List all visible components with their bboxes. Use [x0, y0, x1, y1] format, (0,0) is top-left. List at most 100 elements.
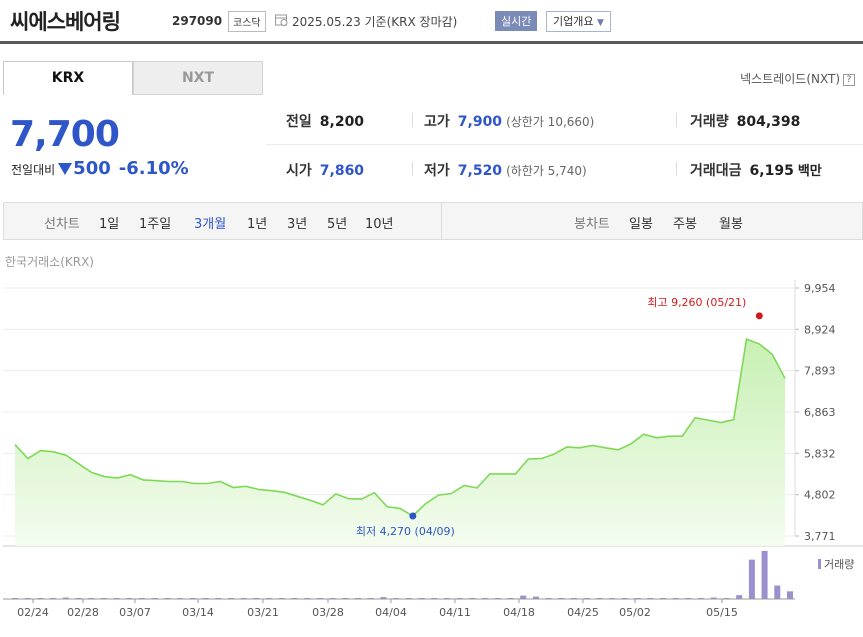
candle-weekly[interactable]: 주봉	[673, 217, 697, 232]
prev-close-value: 8,200	[319, 114, 365, 130]
volume-bar	[520, 595, 527, 599]
divider	[412, 162, 413, 176]
volume-bar	[736, 595, 743, 599]
x-tick-label: 04/04	[375, 606, 407, 619]
current-price: 7,700	[10, 114, 120, 155]
x-tick-label: 03/21	[247, 606, 279, 619]
y-tick-label: 8,924	[804, 323, 836, 336]
company-overview-label: 기업개요	[553, 15, 594, 28]
period-1w[interactable]: 1주일	[139, 217, 172, 232]
volume-bar	[532, 596, 539, 599]
help-icon[interactable]: ?	[843, 74, 855, 86]
market-badge: 코스닥	[228, 11, 266, 32]
period-1y[interactable]: 1년	[247, 217, 268, 232]
x-tick-label: 05/15	[706, 606, 738, 619]
prev-close-label: 전일	[286, 114, 312, 130]
day-high: 고가 7,900 (상한가 10,660)	[424, 111, 594, 131]
price-chart[interactable]: 9,954 8,924 7,893 6,863 5,832 4,802 3,771 최고 9,…	[0, 276, 863, 637]
volume-bar	[380, 597, 387, 599]
down-arrow-icon	[58, 163, 73, 175]
volume-bar	[774, 585, 781, 599]
candle-monthly[interactable]: 월봉	[719, 217, 743, 232]
high-point	[755, 312, 763, 320]
high-annotation: 최고 9,260 (05/21)	[647, 296, 746, 309]
x-tick-label: 03/14	[182, 606, 214, 619]
change-percent: -6.10%	[118, 158, 189, 179]
y-tick-label: 9,954	[804, 282, 836, 295]
nextrade-link[interactable]: 넥스트레이드(NXT)?	[740, 70, 855, 87]
change-amount: 500	[73, 158, 111, 179]
period-5y[interactable]: 5년	[327, 217, 348, 232]
y-tick-label: 6,863	[804, 406, 836, 419]
price-line	[14, 338, 786, 517]
amount-value: 6,195	[749, 163, 794, 179]
open-price: 시가 7,860	[286, 160, 364, 180]
x-tick-label: 03/07	[119, 606, 151, 619]
low-value: 7,520	[457, 163, 503, 179]
price-area	[15, 339, 785, 546]
x-tick-label: 04/18	[503, 606, 535, 619]
x-tick-label: 02/24	[17, 606, 49, 619]
volume-legend-label: 거래량	[824, 558, 854, 571]
y-tick-label: 3,771	[804, 530, 836, 543]
y-tick-label: 4,802	[804, 489, 836, 502]
change-label: 전일대비	[11, 163, 56, 177]
period-bar: 선차트 1일 1주일 3개월 1년 3년 5년 10년 봉차트 일봉 주봉 월봉	[3, 202, 863, 240]
open-value: 7,860	[319, 163, 365, 179]
volume-label: 거래량	[690, 114, 729, 130]
y-tick-label: 5,832	[804, 447, 836, 460]
x-tick-label: 02/28	[67, 606, 99, 619]
exchange-tabs: KRX NXT	[3, 61, 263, 95]
exchange-label: 한국거래소(KRX)	[5, 255, 94, 269]
volume-bar	[761, 551, 768, 599]
divider	[676, 113, 677, 127]
stock-header: 씨에스베어링 297090 코스닥 2025.05.23 기준(KRX 장마감)…	[0, 0, 863, 44]
chevron-down-icon: ▼	[596, 18, 604, 28]
volume-bar	[62, 597, 69, 599]
line-chart-label: 선차트	[44, 217, 80, 232]
open-label: 시가	[286, 163, 312, 179]
candle-chart-label: 봉차트	[574, 217, 610, 232]
low-point	[409, 512, 417, 520]
stock-code: 297090	[172, 14, 223, 28]
x-tick-label: 05/02	[619, 606, 651, 619]
high-label: 고가	[424, 114, 450, 130]
low-annotation: 최저 4,270 (04/09)	[356, 525, 455, 538]
company-overview-dropdown[interactable]: 기업개요 ▼	[546, 11, 611, 32]
divider	[412, 113, 413, 127]
period-3m[interactable]: 3개월	[194, 217, 227, 232]
calendar-icon	[275, 14, 288, 26]
price-change: 전일대비 500 -6.10%	[11, 158, 189, 179]
x-tick-label: 04/25	[567, 606, 599, 619]
period-1d[interactable]: 1일	[99, 217, 120, 232]
y-tick-label: 7,893	[804, 365, 836, 378]
stock-name: 씨에스베어링	[10, 10, 121, 34]
low-label: 저가	[424, 163, 450, 179]
volume-bar	[748, 559, 755, 599]
lower-limit: (하한가 5,740)	[506, 164, 587, 178]
quote-row-2: 시가 7,860 저가 7,520 (하한가 5,740) 거래대금 6,195 백만	[266, 146, 863, 194]
volume-legend-swatch	[818, 559, 821, 569]
x-tick-label: 04/11	[439, 606, 471, 619]
volume-value: 804,398	[736, 114, 801, 130]
amount-unit: 백만	[797, 164, 822, 179]
divider	[441, 202, 442, 240]
realtime-button[interactable]: 실시간	[495, 11, 538, 31]
divider	[676, 162, 677, 176]
prev-close: 전일 8,200	[286, 111, 364, 131]
volume-bar	[710, 597, 717, 599]
trade-amount: 거래대금 6,195 백만	[690, 160, 822, 180]
period-10y[interactable]: 10년	[365, 217, 394, 232]
candle-daily[interactable]: 일봉	[629, 217, 653, 232]
upper-limit: (상한가 10,660)	[506, 115, 595, 129]
base-date: 2025.05.23 기준(KRX 장마감)	[292, 15, 458, 29]
high-value: 7,900	[457, 114, 503, 130]
tab-krx[interactable]: KRX	[3, 61, 133, 95]
tab-nxt[interactable]: NXT	[133, 61, 263, 95]
quote-row-1: 전일 8,200 고가 7,900 (상한가 10,660) 거래량 804,398	[266, 97, 863, 145]
day-low: 저가 7,520 (하한가 5,740)	[424, 160, 587, 180]
volume-bar	[787, 591, 793, 599]
volume: 거래량 804,398	[690, 111, 800, 131]
period-3y[interactable]: 3년	[287, 217, 308, 232]
nextrade-link-label: 넥스트레이드(NXT)	[740, 72, 840, 86]
